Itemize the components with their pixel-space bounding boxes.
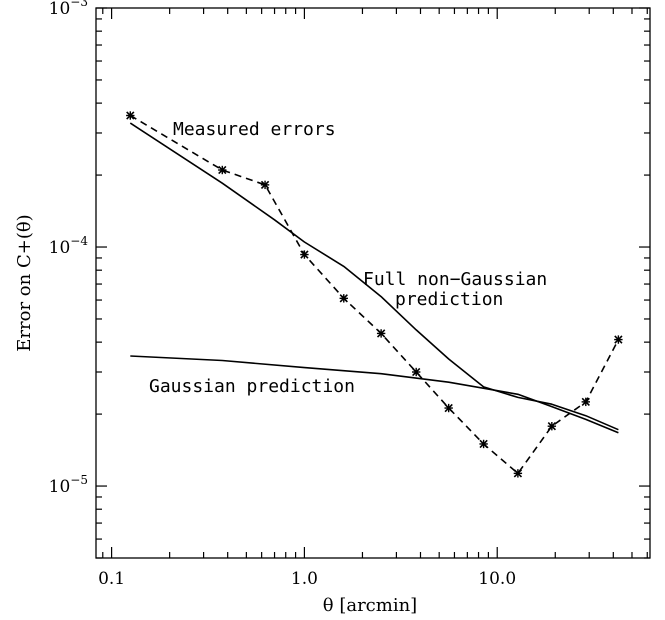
y-tick-label: 10−5 <box>49 473 88 497</box>
x-tick-label: 0.1 <box>98 569 125 589</box>
x-axis-title: θ [arcmin] <box>323 595 417 616</box>
series-line-gaussian-prediction <box>130 355 619 434</box>
y-tick-label: 10−4 <box>49 234 89 258</box>
annotation-measured-errors: Measured errors <box>173 119 336 140</box>
data-point-measured-errors <box>547 421 557 431</box>
y-tick-base: 10 <box>49 0 71 19</box>
data-point-measured-errors <box>614 335 623 344</box>
data-point-measured-errors <box>260 180 270 190</box>
y-tick-label: 10−3 <box>49 0 88 19</box>
data-point-measured-errors <box>581 397 590 407</box>
y-tick-exponent: −3 <box>70 0 88 9</box>
y-tick-exponent: −5 <box>70 473 88 487</box>
data-point-measured-errors <box>444 403 453 413</box>
annotation-full-prediction-line1: Full non−Gaussian <box>363 269 547 290</box>
data-point-measured-errors <box>513 469 523 478</box>
series-line-measured-errors <box>129 114 620 475</box>
data-point-measured-errors <box>300 250 309 259</box>
y-axis-title: Error on C+(θ) <box>14 214 35 351</box>
annotation-full-prediction-line2: prediction <box>395 289 503 310</box>
series-line-full-non-gaussian-prediction <box>129 122 619 431</box>
axis-ticks: 0.1 1.0 10.010−510−410−3 <box>49 0 650 589</box>
y-tick-base: 10 <box>49 238 71 258</box>
data-point-measured-errors <box>376 329 386 338</box>
plot-frame <box>95 7 651 559</box>
y-tick-base: 10 <box>49 477 71 497</box>
data-point-measured-errors <box>218 165 227 175</box>
data-point-measured-errors <box>126 111 135 120</box>
data-point-measured-errors <box>411 367 421 377</box>
data-series <box>126 111 623 478</box>
y-tick-exponent: −4 <box>70 234 88 248</box>
x-tick-label: 1.0 <box>291 569 318 589</box>
annotation-gaussian-prediction: Gaussian prediction <box>149 376 355 397</box>
x-tick-label: 10.0 <box>478 569 516 589</box>
data-point-measured-errors <box>339 294 348 303</box>
data-point-measured-errors <box>479 439 488 449</box>
